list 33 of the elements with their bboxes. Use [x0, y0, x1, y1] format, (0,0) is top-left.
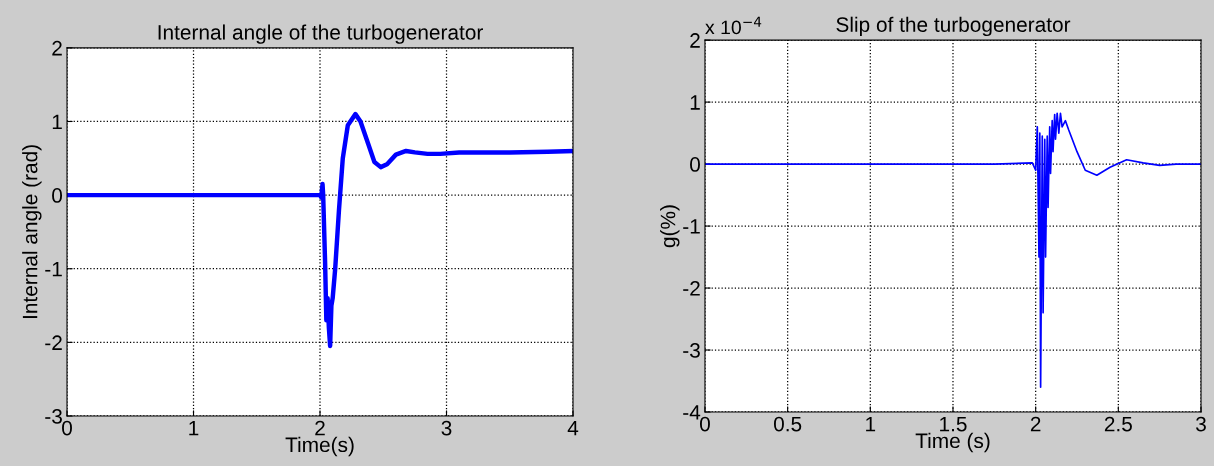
x-tick-label: 0 — [62, 420, 72, 436]
y-tick-label: 2 — [52, 40, 62, 56]
line-series — [67, 111, 574, 349]
y-axis-title: g(%) — [660, 205, 680, 248]
x-tick-label: 4 — [567, 420, 579, 436]
chart-title: Internal angle of the turbogenerator — [158, 24, 483, 44]
x-tick-label: 3 — [1196, 416, 1206, 432]
y-tick-label: -1 — [683, 219, 700, 234]
y-axis-title: Internal angle (rad) — [22, 145, 42, 319]
x-tick-label: 1 — [866, 416, 876, 432]
line-series — [704, 112, 1202, 389]
x-tick-label: 1 — [189, 420, 199, 436]
y-tick-label: 1 — [52, 114, 62, 130]
x-axis-title: Time (s) — [915, 432, 990, 453]
text: x 10$^{−4}$ — [705, 16, 762, 35]
y-tick-label: -1 — [45, 261, 62, 277]
x-axis-title: Time(s) — [285, 436, 354, 457]
chart-title: Slip of the turbogenerator — [836, 16, 1071, 37]
y-tick-label: 0 — [52, 188, 63, 203]
x-tick-label: 2.5 — [1104, 416, 1132, 432]
y-tick-label: -3 — [683, 343, 700, 358]
y-tick-label: 1 — [690, 95, 700, 110]
y-tick-label: -2 — [683, 281, 700, 296]
y-tick-label: 2 — [690, 33, 700, 48]
x-tick-label: 1.5 — [940, 416, 967, 432]
x-tick-label: 2 — [315, 420, 325, 436]
y-tick-label: -2 — [45, 335, 62, 350]
y-tick-label: -3 — [45, 409, 62, 424]
x-tick-label: 2 — [1030, 416, 1041, 432]
y-tick-label: 0 — [690, 157, 700, 172]
x-tick-label: 3 — [441, 420, 452, 436]
y-tick-label: -4 — [683, 405, 701, 420]
x-tick-label: 0.5 — [773, 416, 802, 432]
